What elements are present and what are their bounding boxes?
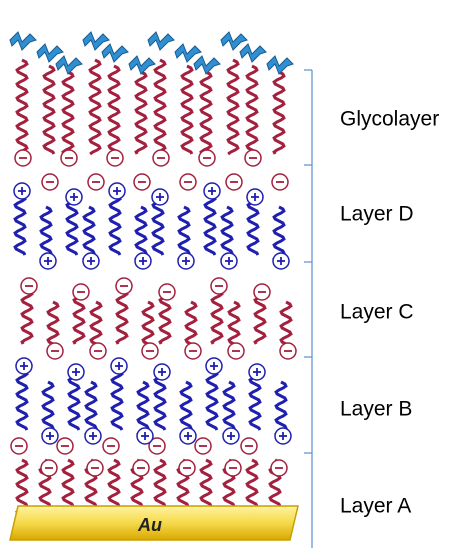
chain <box>245 64 259 155</box>
chain <box>108 193 122 256</box>
chain <box>15 368 29 431</box>
sugar <box>9 31 37 51</box>
sugar <box>128 55 156 75</box>
chain <box>226 58 240 156</box>
sugar <box>36 43 64 63</box>
sugar <box>266 55 294 75</box>
sugar <box>101 43 129 63</box>
layer-label: Layer C <box>340 301 414 324</box>
chain <box>203 193 217 256</box>
chain <box>107 64 121 155</box>
sugar <box>147 31 175 51</box>
sugar <box>174 43 202 63</box>
layer-label: Glycolayer <box>340 108 439 131</box>
molecule-layers <box>9 31 297 528</box>
chain <box>65 193 79 256</box>
chain <box>248 368 262 431</box>
chain <box>180 64 194 155</box>
chain <box>153 368 167 431</box>
chain <box>88 58 102 156</box>
chain <box>13 193 27 256</box>
chain <box>151 193 165 256</box>
chain <box>158 288 172 345</box>
chain <box>246 193 260 256</box>
layer-label: Layer B <box>340 398 412 421</box>
chain <box>20 288 34 345</box>
chain <box>199 70 213 155</box>
sugar <box>220 31 248 51</box>
chain <box>42 64 56 155</box>
chain <box>210 288 224 345</box>
chain <box>110 368 124 431</box>
chain <box>153 58 167 156</box>
bracket <box>304 69 313 548</box>
layer-label: Layer D <box>340 203 414 226</box>
sugar <box>239 43 267 63</box>
chain <box>134 70 148 155</box>
substrate-label: Au <box>137 515 162 535</box>
sugar <box>55 55 83 75</box>
sugar <box>82 31 110 51</box>
chain <box>67 368 81 431</box>
chain <box>205 368 219 431</box>
chain <box>272 70 286 155</box>
chain <box>61 70 75 155</box>
layer-label: Layer A <box>340 495 411 518</box>
chain <box>253 288 267 345</box>
chain <box>15 58 29 156</box>
chain <box>72 288 86 345</box>
gold-substrate <box>9 505 299 541</box>
sugar <box>193 55 221 75</box>
chain <box>115 288 129 345</box>
